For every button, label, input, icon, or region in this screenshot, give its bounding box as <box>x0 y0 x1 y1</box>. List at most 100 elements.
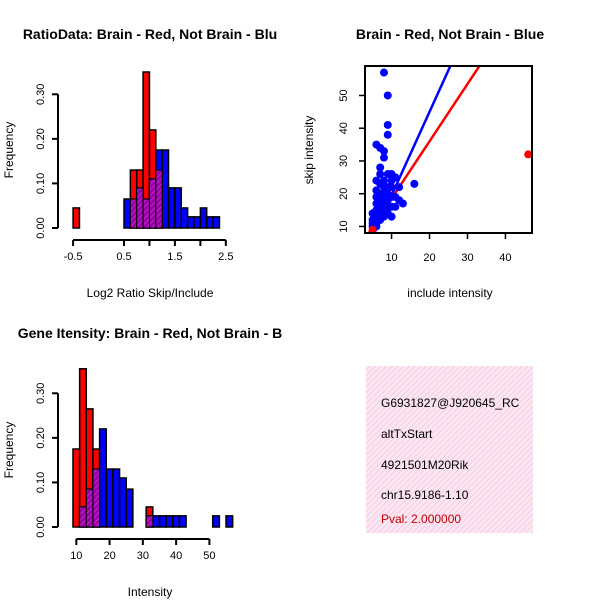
ratio-histogram-title: RatioData: Brain - Red, Not Brain - Blu <box>23 26 277 42</box>
scatter-point-blue-2 <box>383 120 392 129</box>
hist-bar-blue-7 <box>125 488 134 528</box>
scatter-y-tick-label-2: 30 <box>338 155 350 167</box>
intensity-scatter-xlabel: include intensity <box>407 286 492 300</box>
hist-bar-blue-3 <box>98 428 108 528</box>
hist-x-tick-label-3: 2.5 <box>218 251 233 263</box>
hist-bar-blue-12 <box>172 515 181 528</box>
scatter-y-tick-label-1: 20 <box>338 188 350 200</box>
hist-bar-overlap-3 <box>142 198 150 229</box>
scatter-y-tick-label-3: 40 <box>338 122 350 134</box>
hist-x-tick-label-3: 40 <box>170 550 182 562</box>
intensity-scatter-title: Brain - Red, Not Brain - Blue <box>356 26 544 42</box>
ratio-histogram-panel: RatioData: Brain - Red, Not Brain - Blu … <box>2 26 277 300</box>
scatter-point-blue-39 <box>391 202 400 211</box>
scatter-point-blue-15 <box>387 176 396 185</box>
scatter-x-tick-label-3: 40 <box>499 252 511 264</box>
hist-bar-blue-14 <box>212 216 221 229</box>
hist-bar-blue-13 <box>205 216 214 229</box>
intensity-scatter-panel: Brain - Red, Not Brain - Blue 10 20 30 4010… <box>302 26 544 300</box>
hist-x-tick-label-2: 1.5 <box>167 251 182 263</box>
hist-bar-red-0 <box>72 207 81 229</box>
hist-y-tick-label-0: 0.00 <box>35 217 47 238</box>
hist-bar-red-0 <box>72 448 81 528</box>
hist-bar-blue-9 <box>152 515 161 528</box>
intensity-histogram-bars <box>72 368 234 528</box>
hist-bar-blue-12 <box>199 207 208 229</box>
scatter-x-tick-label-1: 20 <box>423 252 435 264</box>
hist-bar-overlap-4 <box>155 169 163 229</box>
hist-bar-blue-10 <box>158 515 167 528</box>
intensity-histogram-xlabel: Intensity <box>128 585 173 599</box>
scatter-point-blue-33 <box>398 199 407 208</box>
hist-x-tick-label-4: 50 <box>203 550 215 562</box>
scatter-point-blue-31 <box>383 196 392 205</box>
intensity-scatter-axes: 10 20 30 40 10 20 30 40 50 <box>338 89 512 264</box>
hist-bar-overlap-0 <box>148 178 157 229</box>
ratio-histogram-bars <box>72 71 221 229</box>
hist-bar-blue-14 <box>211 515 221 528</box>
scatter-point-blue-9 <box>376 170 385 179</box>
ratio-histogram-axes: 0.00 0.10 0.20 0.30 -0.5 0.5 1.5 2.5 <box>35 84 233 263</box>
hist-y-tick-label-0: 0.00 <box>35 516 47 537</box>
intensity-histogram-panel: Gene Itensity: Brain - Red, Not Brain - … <box>2 325 282 599</box>
hist-bar-overlap-2 <box>136 187 144 229</box>
hist-y-tick-label-2: 0.20 <box>35 427 47 448</box>
hist-bar-overlap-1 <box>85 488 94 528</box>
info-line-gene-name: 4921501M20Rik <box>381 458 469 472</box>
hist-bar-blue-8 <box>174 187 183 229</box>
intensity-histogram-axes: 0.00 0.10 0.20 0.30 10 20 30 40 50 <box>35 383 216 562</box>
scatter-y-tick-label-4: 50 <box>338 89 350 101</box>
hist-bar-overlap-3 <box>145 515 154 528</box>
hist-bar-blue-10 <box>186 216 195 229</box>
hist-y-tick-label-3: 0.30 <box>35 84 47 105</box>
scatter-x-tick-label-2: 30 <box>461 252 473 264</box>
hist-bar-blue-6 <box>118 477 127 528</box>
intensity-scatter-ylabel: skip intensity <box>302 116 316 185</box>
hist-y-tick-label-3: 0.30 <box>35 383 47 404</box>
hist-bar-blue-5 <box>112 468 121 528</box>
hist-bar-blue-13 <box>178 515 187 528</box>
hist-bar-overlap-2 <box>92 468 101 528</box>
ratio-histogram-xlabel: Log2 Ratio Skip/Include <box>87 286 214 300</box>
intensity-histogram-title: Gene Itensity: Brain - Red, Not Brain - … <box>18 325 282 341</box>
scatter-point-blue-6 <box>379 147 388 156</box>
scatter-point-blue-8 <box>376 163 385 172</box>
info-panel-background <box>366 366 533 533</box>
info-panel: G6931827@J920645_RC altTxStart 4921501M2… <box>366 366 533 533</box>
hist-bar-blue-7 <box>167 187 176 229</box>
hist-bar-blue-11 <box>193 216 202 229</box>
scatter-point-blue-0 <box>379 68 388 77</box>
scatter-point-red-0 <box>524 150 533 159</box>
scatter-fit-line-blue <box>373 66 452 233</box>
scatter-point-blue-3 <box>383 130 392 139</box>
info-line-event-type: altTxStart <box>381 427 433 441</box>
hist-bar-blue-15 <box>225 515 234 528</box>
hist-bar-blue-6 <box>161 149 170 229</box>
info-pval: Pval: 2.000000 <box>381 512 461 526</box>
hist-bar-blue-9 <box>180 207 189 229</box>
intensity-scatter-frame <box>364 65 533 234</box>
intensity-histogram-ylabel: Frequency <box>2 422 16 479</box>
info-line-location: chr15.9186-1.10 <box>381 488 469 502</box>
hist-y-tick-label-2: 0.20 <box>35 128 47 149</box>
intensity-scatter-points <box>368 68 533 234</box>
scatter-point-blue-1 <box>383 91 392 100</box>
hist-x-tick-label-1: 20 <box>103 550 115 562</box>
info-line-probe-id: G6931827@J920645_RC <box>381 396 520 410</box>
hist-bar-blue-4 <box>105 468 114 528</box>
scatter-point-blue-19 <box>387 183 396 192</box>
hist-bar-overlap-1 <box>129 198 138 229</box>
hist-x-tick-label-2: 30 <box>137 550 149 562</box>
hist-bar-blue-11 <box>165 515 174 528</box>
hist-x-tick-label-0: 10 <box>70 550 82 562</box>
ratio-histogram-ylabel: Frequency <box>2 122 16 179</box>
hist-x-tick-label-0: -0.5 <box>64 251 83 263</box>
scatter-point-blue-7 <box>379 153 388 162</box>
hist-x-tick-label-1: 0.5 <box>116 251 131 263</box>
hist-y-tick-label-1: 0.10 <box>35 173 47 194</box>
hist-y-tick-label-1: 0.10 <box>35 472 47 493</box>
hist-bar-overlap-0 <box>79 506 87 528</box>
scatter-point-blue-21 <box>410 179 419 188</box>
hist-bar-blue-0 <box>123 198 132 229</box>
